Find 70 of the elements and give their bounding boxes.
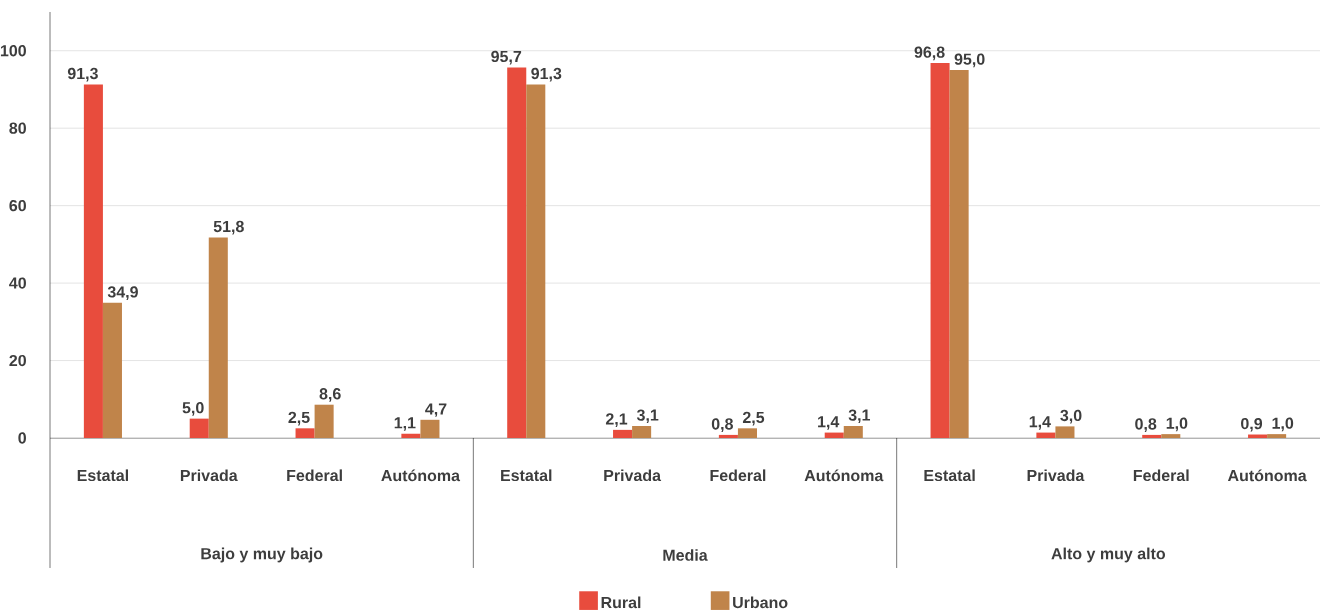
x-tick-label: Federal	[1133, 469, 1189, 482]
data-label: 4,7	[425, 403, 447, 417]
data-label: 95,7	[491, 50, 522, 65]
data-label: 2,5	[288, 411, 310, 426]
legend-label: Rural	[601, 596, 641, 609]
bar	[737, 428, 757, 438]
bar	[843, 425, 863, 438]
y-tick-label: 20	[9, 354, 26, 367]
data-label: 2,5	[742, 411, 765, 426]
bar	[930, 63, 950, 438]
data-label: 0,8	[1135, 418, 1157, 432]
bar	[949, 70, 969, 438]
legend-label: Urbano	[733, 596, 788, 609]
bar	[1036, 432, 1056, 438]
data-label: 1,0	[1272, 417, 1294, 432]
data-label: 8,6	[319, 388, 341, 402]
bar	[102, 302, 122, 438]
x-tick-label: Autónoma	[1227, 469, 1307, 482]
y-tick-label: 80	[9, 122, 26, 134]
data-label: 5,0	[182, 402, 204, 416]
data-label: 0,9	[1241, 417, 1263, 432]
bar	[420, 419, 440, 438]
text: Alto y muy alto	[1051, 547, 1166, 563]
text: Media	[663, 549, 708, 561]
data-label: 51,8	[213, 220, 244, 235]
y-tick-label: 40	[9, 277, 26, 289]
x-tick-label: Autónoma	[804, 469, 884, 482]
x-tick-label: Federal	[287, 469, 342, 482]
bar	[1142, 434, 1162, 438]
data-label: 0,8	[711, 418, 733, 432]
y-tick-label: 100	[0, 45, 26, 57]
x-tick-label: Privada	[604, 469, 662, 482]
x-tick-label: Federal	[710, 469, 766, 482]
x-tick-label: Estatal	[924, 469, 975, 482]
data-label: 91,3	[67, 67, 98, 82]
bar	[632, 425, 652, 438]
data-label: 91,3	[531, 67, 562, 82]
data-label: 34,9	[107, 286, 138, 300]
bar	[1161, 434, 1181, 438]
data-label: 95,0	[954, 53, 985, 68]
bar	[1267, 434, 1287, 438]
bar	[824, 432, 844, 438]
data-label: 1,0	[1166, 417, 1188, 432]
bar	[718, 434, 738, 438]
x-tick-label: Estatal	[501, 469, 552, 482]
bar	[208, 237, 228, 438]
x-tick-label: Privada	[180, 469, 238, 482]
data-label: 96,8	[914, 46, 945, 61]
data-label: 3,0	[1060, 409, 1082, 424]
bar	[295, 428, 315, 438]
data-label: 3,1	[848, 409, 871, 424]
bar	[507, 67, 527, 438]
text: Bajo y muy bajo	[201, 547, 323, 563]
data-label: 1,1	[394, 417, 416, 431]
y-tick-label: 0	[18, 432, 26, 444]
x-tick-label: Estatal	[77, 469, 129, 482]
bar	[613, 429, 633, 438]
y-tick-label: 60	[9, 199, 26, 212]
bar	[401, 433, 421, 438]
data-label: 1,4	[1029, 416, 1051, 430]
bar	[1055, 426, 1075, 438]
bar	[526, 84, 546, 438]
bar	[314, 404, 334, 438]
data-label: 2,1	[605, 413, 628, 427]
x-tick-label: Autónoma	[381, 469, 461, 482]
data-label: 3,1	[636, 409, 659, 424]
x-tick-label: Privada	[1027, 469, 1085, 482]
data-label: 1,4	[818, 416, 840, 430]
bar	[83, 84, 103, 438]
bar	[189, 418, 209, 438]
